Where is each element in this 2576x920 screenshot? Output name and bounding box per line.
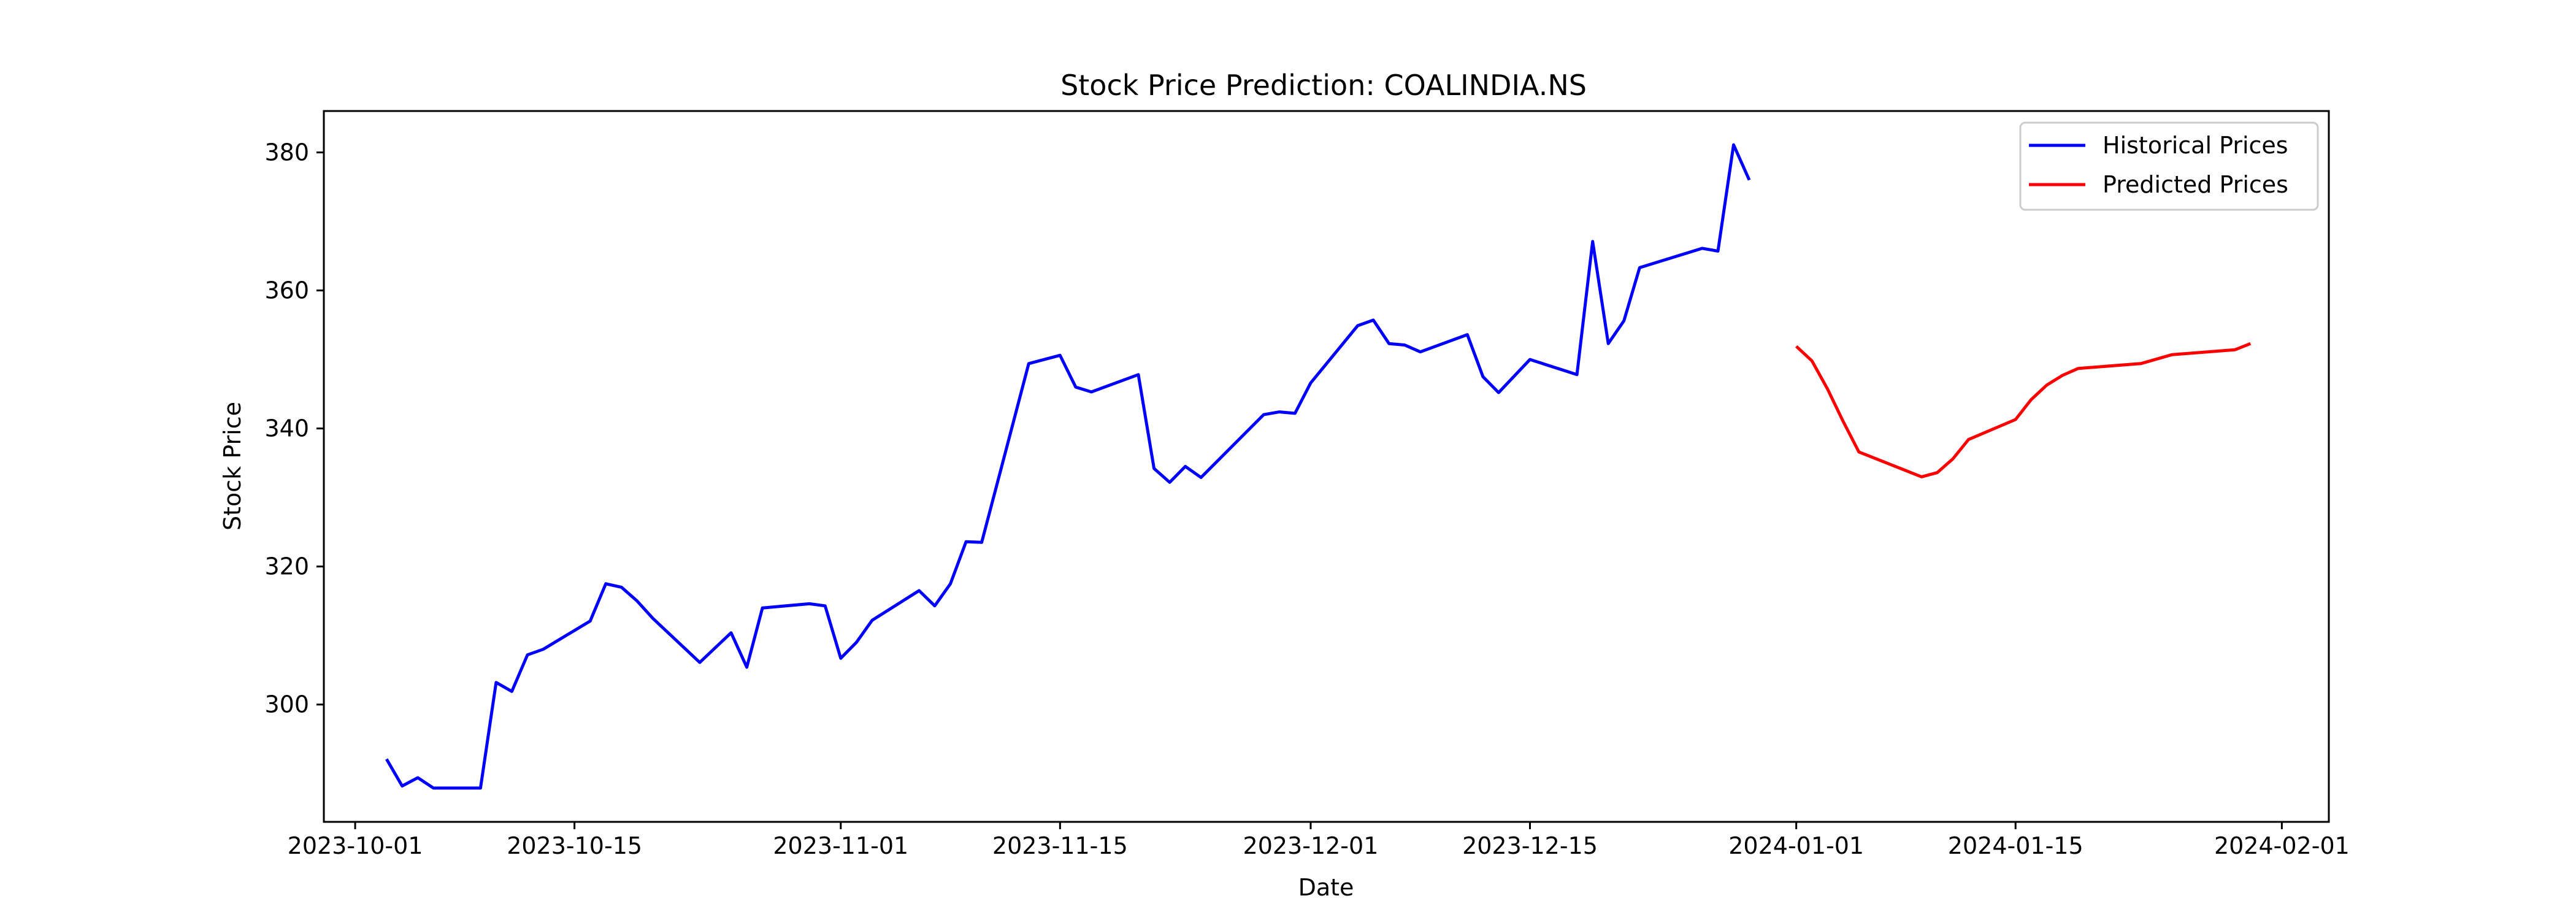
plot-lines	[385, 143, 2252, 790]
x-tick-label: 2023-12-15	[1462, 832, 1598, 859]
x-tick-label: 2023-10-01	[288, 832, 423, 859]
x-axis-ticks: 2023-10-01 2023-10-15 2023-11-01 2023-11-15…	[288, 822, 2350, 859]
y-axis-label: Stock Price	[219, 402, 246, 531]
plot-frame	[323, 110, 2330, 823]
y-tick-label: 340	[264, 415, 309, 442]
y-tick-label: 320	[264, 553, 309, 580]
series-line-predicted-prices	[1795, 342, 2252, 478]
legend: Historical Prices Predicted Prices	[2019, 121, 2319, 211]
x-tick-label: 2023-12-01	[1243, 832, 1379, 859]
x-tick-label: 2024-01-15	[1948, 832, 2083, 859]
x-tick-label: 2024-01-01	[1728, 832, 1864, 859]
y-tick-label: 380	[264, 139, 309, 166]
y-tick-label: 360	[264, 277, 309, 304]
y-axis-ticks: 300 320 340 360 380	[264, 139, 324, 718]
series-line-historical-prices	[385, 143, 1751, 790]
legend-label-predicted-prices: Predicted Prices	[2103, 171, 2288, 198]
x-tick-label: 2024-02-01	[2214, 832, 2350, 859]
legend-box	[2019, 121, 2319, 211]
x-tick-label: 2023-10-15	[507, 832, 642, 859]
y-tick-label: 300	[264, 691, 309, 718]
x-tick-label: 2023-11-15	[992, 832, 1128, 859]
legend-label-historical-prices: Historical Prices	[2103, 132, 2288, 159]
x-axis-label: Date	[1298, 874, 1354, 901]
x-tick-label: 2023-11-01	[773, 832, 908, 859]
chart-title: Stock Price Prediction: COALINDIA.NS	[1060, 69, 1587, 102]
